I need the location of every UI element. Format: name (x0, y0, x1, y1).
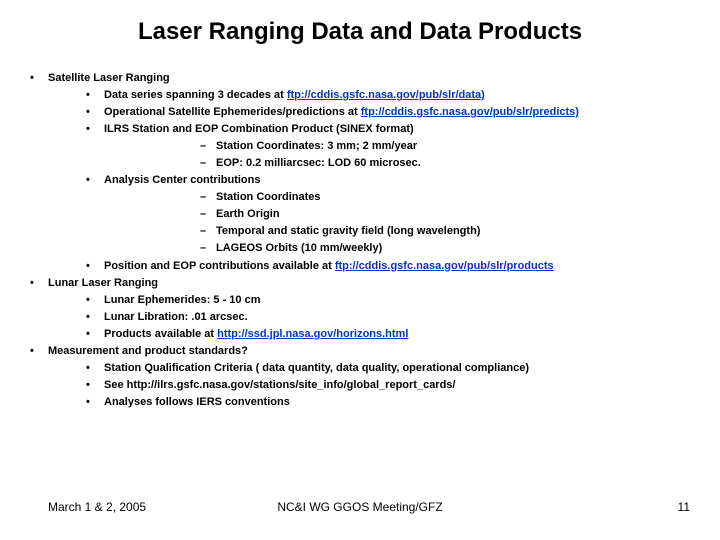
link-slr-data[interactable]: ftp://cddis.gsfc.nasa.gov/pub/slr/data) (287, 89, 485, 101)
text: EOP: 0.2 milliarcsec: LOD 60 microsec. (216, 157, 421, 169)
text: Analyses follows IERS conventions (104, 396, 290, 408)
text: Station Qualification Criteria ( data qu… (104, 362, 529, 374)
footer-page-number: 11 (678, 500, 690, 514)
list-item: LAGEOS Orbits (10 mm/weekly) (104, 240, 690, 257)
text: Operational Satellite Ephemerides/predic… (104, 106, 361, 118)
text: Temporal and static gravity field (long … (216, 225, 480, 237)
slide-body: Satellite Laser Ranging Data series span… (48, 70, 690, 411)
text: Lunar Libration: .01 arcsec. (104, 311, 248, 323)
link-slr-predicts[interactable]: ftp://cddis.gsfc.nasa.gov/pub/slr/predic… (361, 106, 579, 118)
list-item: See http://ilrs.gsfc.nasa.gov/stations/s… (48, 377, 690, 394)
section-slr: Satellite Laser Ranging Data series span… (48, 70, 690, 275)
footer-date: March 1 & 2, 2005 (48, 500, 690, 514)
list-item: Analysis Center contributions Station Co… (48, 172, 690, 257)
text: Products available at (104, 328, 217, 340)
list-item: Analyses follows IERS conventions (48, 394, 690, 411)
list-item: Lunar Ephemerides: 5 - 10 cm (48, 292, 690, 309)
list-item: Temporal and static gravity field (long … (104, 223, 690, 240)
text: ILRS Station and EOP Combination Product… (104, 123, 414, 135)
text: LAGEOS Orbits (10 mm/weekly) (216, 242, 382, 254)
list-item: Position and EOP contributions available… (48, 258, 690, 275)
list-item: Earth Origin (104, 206, 690, 223)
list-item: Data series spanning 3 decades at ftp://… (48, 87, 690, 104)
list-item: Operational Satellite Ephemerides/predic… (48, 104, 690, 121)
list-item: ILRS Station and EOP Combination Product… (48, 121, 690, 172)
link-slr-products[interactable]: ftp://cddis.gsfc.nasa.gov/pub/slr/produc… (335, 260, 554, 272)
list-item: Station Coordinates: 3 mm; 2 mm/year (104, 138, 690, 155)
list-item: Station Qualification Criteria ( data qu… (48, 360, 690, 377)
list-item: EOP: 0.2 milliarcsec: LOD 60 microsec. (104, 155, 690, 172)
text: See http://ilrs.gsfc.nasa.gov/stations/s… (104, 379, 455, 391)
list-item: Products available at http://ssd.jpl.nas… (48, 326, 690, 343)
section-llr: Lunar Laser Ranging Lunar Ephemerides: 5… (48, 275, 690, 343)
text: Data series spanning 3 decades at (104, 89, 287, 101)
text: Lunar Ephemerides: 5 - 10 cm (104, 294, 261, 306)
list-item: Station Coordinates (104, 189, 690, 206)
list-item: Lunar Libration: .01 arcsec. (48, 309, 690, 326)
text: Position and EOP contributions available… (104, 260, 335, 272)
section-heading: Satellite Laser Ranging (48, 72, 170, 84)
text: Station Coordinates (216, 191, 321, 203)
section-heading: Lunar Laser Ranging (48, 277, 158, 289)
text: Analysis Center contributions (104, 174, 260, 186)
slide: Laser Ranging Data and Data Products Sat… (0, 0, 720, 540)
link-horizons[interactable]: http://ssd.jpl.nasa.gov/horizons.html (217, 328, 408, 340)
slide-title: Laser Ranging Data and Data Products (0, 18, 720, 46)
section-heading: Measurement and product standards? (48, 345, 248, 357)
text: Station Coordinates: 3 mm; 2 mm/year (216, 140, 417, 152)
section-standards: Measurement and product standards? Stati… (48, 343, 690, 411)
text: Earth Origin (216, 208, 280, 220)
